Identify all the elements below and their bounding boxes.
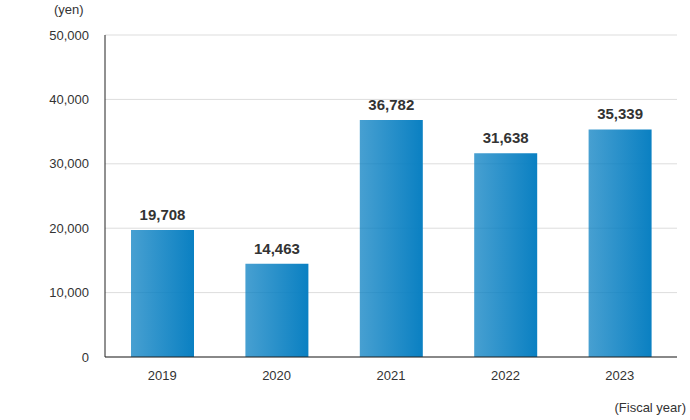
svg-text:2022: 2022 [491,368,520,383]
svg-text:40,000: 40,000 [49,92,89,107]
html-text:(yen): (yen) [54,2,84,17]
svg-text:19,708: 19,708 [140,206,186,223]
svg-text:2021: 2021 [377,368,406,383]
svg-text:2019: 2019 [148,368,177,383]
svg-text:50,000: 50,000 [49,28,89,43]
html-text:(Fiscal year): (Fiscal year) [614,400,686,415]
svg-text:14,463: 14,463 [254,240,300,257]
svg-text:36,782: 36,782 [368,96,414,113]
svg-text:35,339: 35,339 [597,105,643,122]
svg-text:10,000: 10,000 [49,285,89,300]
svg-text:31,638: 31,638 [483,129,529,146]
svg-text:2023: 2023 [605,368,634,383]
svg-text:30,000: 30,000 [49,156,89,171]
svg-text:2020: 2020 [262,368,291,383]
svg-text:20,000: 20,000 [49,221,89,236]
svg-text:0: 0 [82,350,89,365]
